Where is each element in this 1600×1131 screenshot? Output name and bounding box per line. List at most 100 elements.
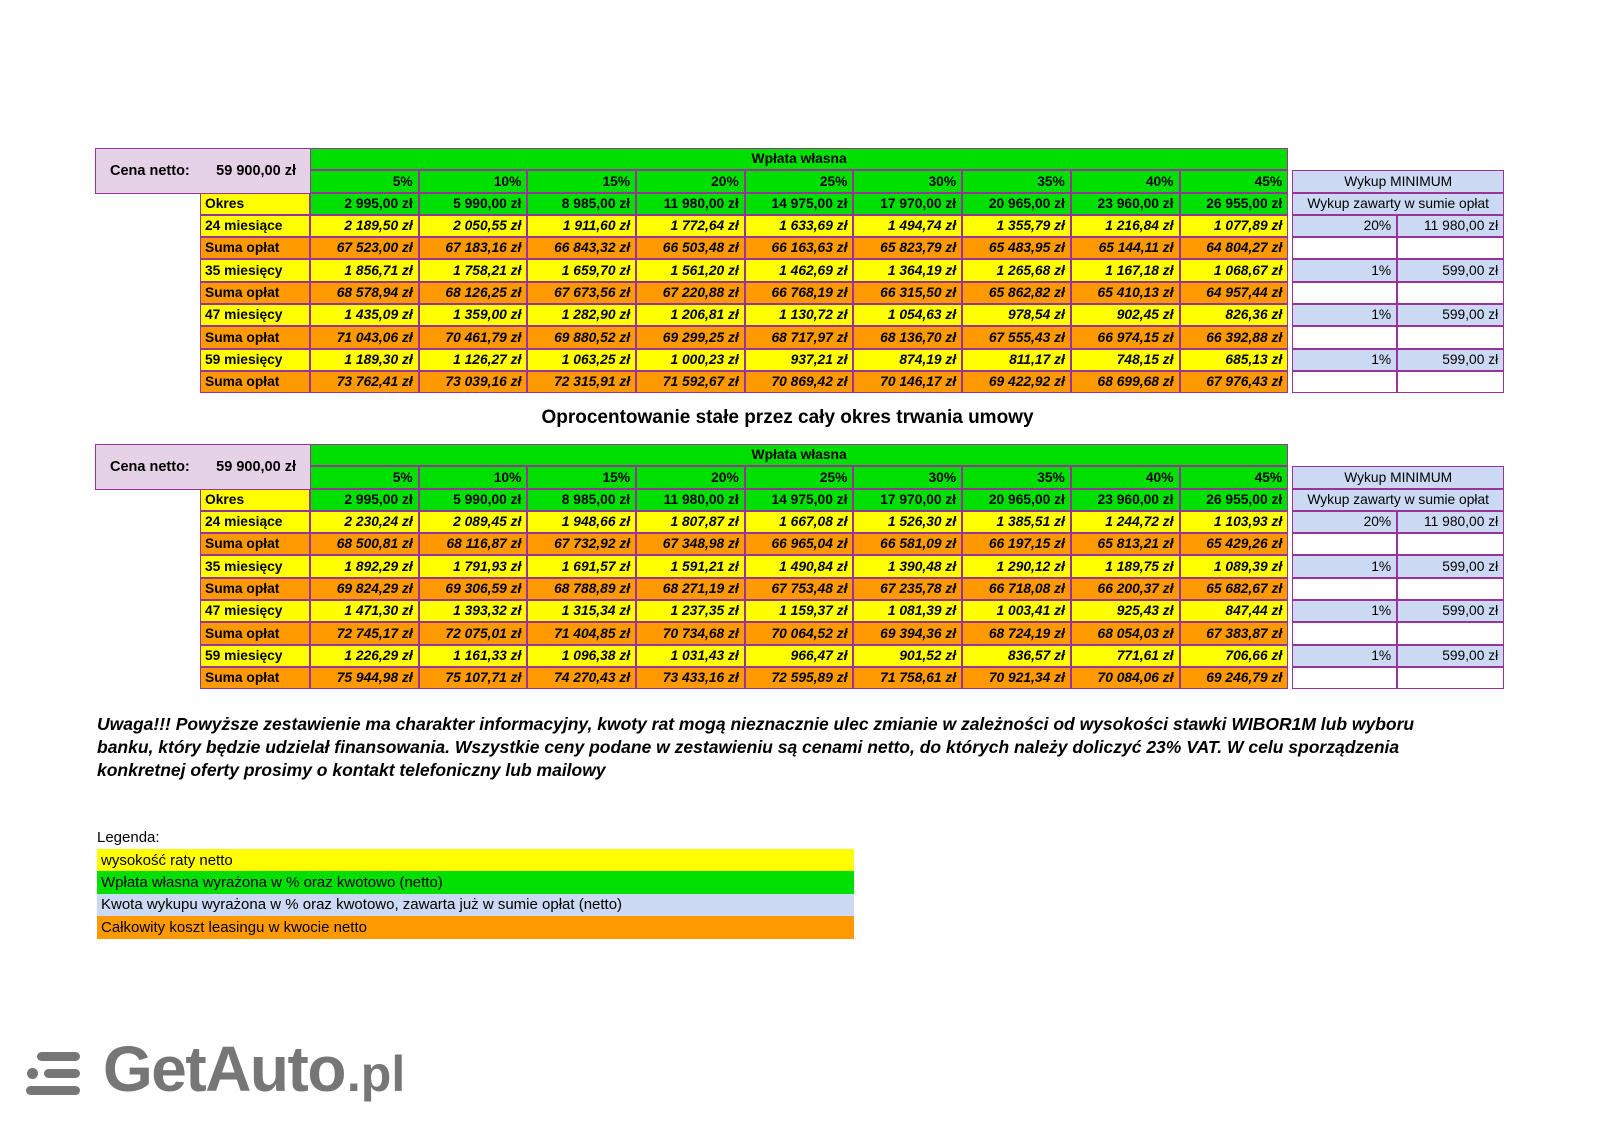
wykup-percent-cell: 1% [1292,644,1398,667]
suma-oplat-cell: 66 768,19 zł [744,281,854,305]
suma-oplat-cell: 70 146,17 zł [853,370,963,394]
suma-oplat-cell: 65 410,13 zł [1070,281,1180,305]
suma-oplat-cell: 68 724,19 zł [962,622,1071,645]
suma-oplat-cell: 66 843,32 zł [527,237,637,260]
suma-oplat-cell: 67 753,48 zł [744,577,854,601]
wplata-amount-cell: 11 980,00 zł [636,488,745,511]
rata-cell: 1 216,84 zł [1070,214,1180,238]
rata-cell: 1 633,69 zł [744,214,854,238]
wplata-amount-cell: 20 965,00 zł [962,192,1071,215]
wykup-empty-cell [1397,326,1505,349]
suma-oplat-cell: 69 824,29 zł [310,577,419,601]
percent-header: 15% [527,466,637,489]
percent-header: 10% [418,466,528,489]
rata-cell: 1 081,39 zł [853,600,963,623]
leasing-table-fixed-rate: Wpłata własna 5% 10% 15% 20% 25% 30% 35% 40% 45% W… [200,444,1505,690]
rata-cell: 1 003,41 zł [962,600,1071,623]
rata-cell: 1 659,70 zł [527,259,637,282]
percent-header: 35% [962,466,1071,489]
rata-cell: 1 758,21 zł [418,259,528,282]
wykup-amount-cell: 11 980,00 zł [1397,214,1505,238]
legend-item-rata: wysokość raty netto [97,849,854,872]
suma-oplat-cell: 67 348,98 zł [636,533,745,556]
wykup-empty-cell [1397,666,1505,690]
wykup-percent-cell: 20% [1292,214,1398,238]
percent-header: 20% [636,466,745,489]
rata-cell: 1 126,27 zł [418,348,528,371]
okres-row-label: 24 miesiące [200,510,310,534]
wplata-amount-cell: 23 960,00 zł [1070,488,1180,511]
rata-cell: 847,44 zł [1179,600,1289,623]
rata-cell: 1 265,68 zł [962,259,1071,282]
suma-oplat-label: Suma opłat [200,666,310,690]
percent-header: 5% [310,170,419,193]
percent-header: 30% [853,466,963,489]
wykup-empty-cell [1292,370,1398,394]
suma-oplat-cell: 69 306,59 zł [418,577,528,601]
okres-row-label: 47 miesięcy [200,304,310,327]
suma-oplat-cell: 75 107,71 zł [418,666,528,690]
rata-cell: 1 591,21 zł [636,555,745,578]
percent-header: 5% [310,466,419,489]
okres-row-label: 47 miesięcy [200,600,310,623]
suma-oplat-cell: 69 394,36 zł [853,622,963,645]
wykup-empty-cell [1292,622,1398,645]
section-title: Oprocentowanie stałe przez cały okres tr… [541,407,1034,428]
wykup-percent-cell: 1% [1292,348,1398,371]
getauto-logo: GetAuto .pl [25,1032,405,1106]
wykup-empty-cell [1292,666,1398,690]
percent-header: 40% [1070,170,1180,193]
suma-oplat-label: Suma opłat [200,370,310,394]
suma-oplat-cell: 65 483,95 zł [962,237,1071,260]
rata-cell: 2 050,55 zł [418,214,528,238]
legend-item-wplata: Wpłata własna wyrażona w % oraz kwotowo … [97,871,854,894]
wplata-wlasna-header: Wpłata własna [310,148,1289,171]
rata-cell: 1 791,93 zł [418,555,528,578]
suma-oplat-cell: 65 682,67 zł [1179,577,1289,601]
percent-header: 45% [1179,170,1289,193]
wykup-subheader: Wykup zawarty w sumie opłat [1292,192,1505,215]
wykup-minimum-header: Wykup MINIMUM [1292,170,1505,193]
wplata-amount-cell: 20 965,00 zł [962,488,1071,511]
rata-cell: 1 167,18 zł [1070,259,1180,282]
logo-text: GetAuto [103,1033,346,1105]
rata-cell: 811,17 zł [962,348,1071,371]
wplata-amount-cell: 23 960,00 zł [1070,192,1180,215]
wykup-amount-cell: 11 980,00 zł [1397,510,1505,534]
suma-oplat-cell: 64 957,44 zł [1179,281,1289,305]
rata-cell: 1 355,79 zł [962,214,1071,238]
cena-netto-label: Cena netto: [110,163,190,179]
rata-cell: 1 206,81 zł [636,304,745,327]
wykup-empty-cell [1292,533,1398,556]
wykup-empty-cell [1397,281,1505,305]
rata-cell: 1 068,67 zł [1179,259,1289,282]
rata-cell: 1 315,34 zł [527,600,637,623]
rata-cell: 978,54 zł [962,304,1071,327]
suma-oplat-cell: 65 144,11 zł [1070,237,1180,260]
suma-oplat-cell: 67 183,16 zł [418,237,528,260]
suma-oplat-cell: 66 718,08 zł [962,577,1071,601]
suma-oplat-cell: 68 788,89 zł [527,577,637,601]
suma-oplat-cell: 72 315,91 zł [527,370,637,394]
suma-oplat-cell: 71 758,61 zł [853,666,963,690]
wykup-amount-cell: 599,00 zł [1397,644,1505,667]
percent-header: 20% [636,170,745,193]
rata-cell: 901,52 zł [853,644,963,667]
rata-cell: 1 282,90 zł [527,304,637,327]
suma-oplat-cell: 73 762,41 zł [310,370,419,394]
rata-cell: 1 063,25 zł [527,348,637,371]
wykup-empty-cell [1397,237,1505,260]
suma-oplat-cell: 68 578,94 zł [310,281,419,305]
suma-oplat-cell: 64 804,27 zł [1179,237,1289,260]
suma-oplat-cell: 67 383,87 zł [1179,622,1289,645]
suma-oplat-cell: 66 965,04 zł [744,533,854,556]
disclaimer-note: Uwaga!!! Powyższe zestawienie ma charakt… [97,714,1415,780]
logo-suffix: .pl [346,1046,406,1102]
suma-oplat-cell: 65 429,26 zł [1179,533,1289,556]
legend-item-koszt: Całkowity koszt leasingu w kwocie netto [97,916,854,939]
wykup-empty-cell [1292,281,1398,305]
suma-oplat-cell: 70 921,34 zł [962,666,1071,690]
cena-netto-label: Cena netto: [110,459,190,475]
wplata-amount-cell: 5 990,00 zł [418,192,528,215]
suma-oplat-cell: 68 500,81 zł [310,533,419,556]
